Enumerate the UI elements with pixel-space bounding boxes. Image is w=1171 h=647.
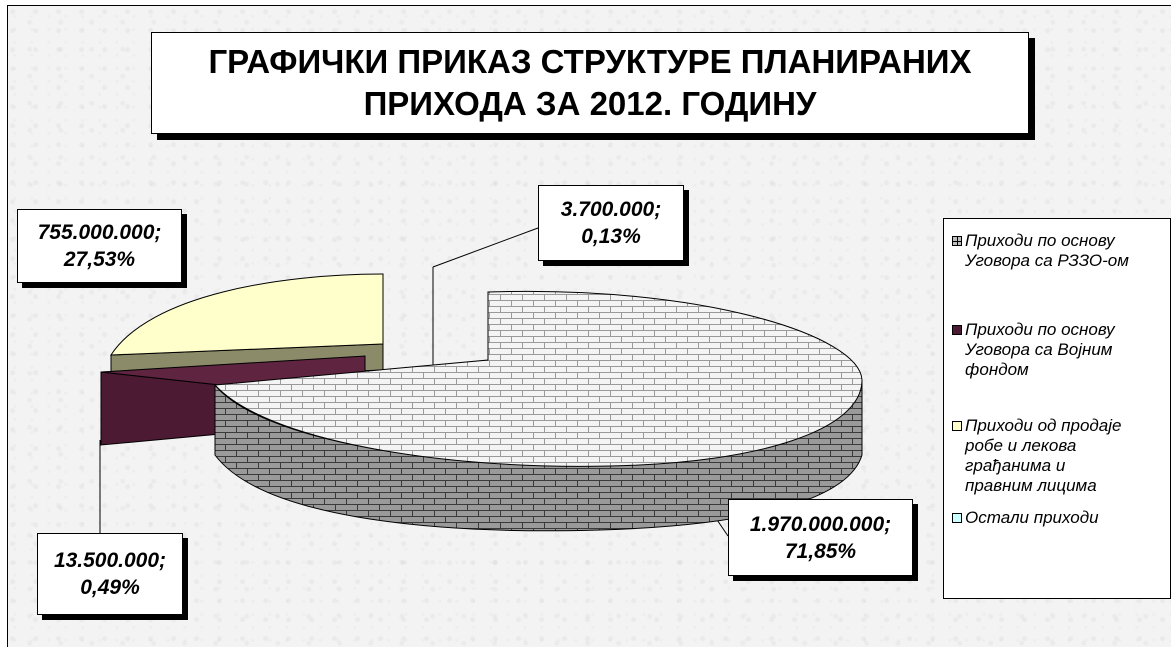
data-label-vojni-value: 13.500.000; <box>53 549 167 572</box>
data-label-rzzo: 1.970.000.000; 71,85% <box>728 499 913 576</box>
slice-rzzo <box>213 290 863 467</box>
data-label-prodaja-percent: 27,53% <box>63 248 136 271</box>
slice-prodaja <box>110 273 384 356</box>
legend-swatch-prodaja <box>952 421 962 431</box>
data-label-ostali-value: 3.700.000; <box>560 198 662 221</box>
data-label-prodaja: 755.000.000; 27,53% <box>17 209 182 283</box>
legend-label-prodaja: Приходи од продаје робе и лекова грађани… <box>965 416 1122 495</box>
leader-line-ostali-2 <box>432 227 539 268</box>
data-label-vojni-percent: 0,49% <box>80 576 140 599</box>
legend-item-ostali: Остали приходи <box>952 508 1171 568</box>
legend-item-prodaja: Приходи од продаје робе и лекова грађани… <box>952 416 1171 495</box>
legend-label-ostali: Остали приходи <box>965 508 1099 527</box>
legend-item-rzzo: Приходи по основу Уговора са РЗЗО-ом <box>952 231 1171 291</box>
legend-swatch-ostali <box>952 513 962 523</box>
chart-title-line-1: ГРАФИЧКИ ПРИКАЗ СТРУКТУРЕ ПЛАНИРАНИХ <box>208 43 972 80</box>
chart-title: ГРАФИЧКИ ПРИКАЗ СТРУКТУРЕ ПЛАНИРАНИХ ПРИ… <box>151 32 1029 134</box>
data-label-ostali-percent: 0,13% <box>581 225 641 248</box>
legend-label-rzzo: Приходи по основу Уговора са РЗЗО-ом <box>965 231 1129 270</box>
data-label-ostali: 3.700.000; 0,13% <box>538 185 684 261</box>
legend-item-vojni: Приходи по основу Уговора са Војним фонд… <box>952 320 1171 380</box>
chart-title-line-2: ПРИХОДА ЗА 2012. ГОДИНУ <box>363 85 817 122</box>
data-label-vojni: 13.500.000; 0,49% <box>37 533 183 615</box>
data-label-prodaja-value: 755.000.000; <box>37 221 162 244</box>
legend-swatch-rzzo <box>952 236 962 246</box>
chart-legend: Приходи по основу Уговора са РЗЗО-ом При… <box>943 218 1171 599</box>
data-label-rzzo-percent: 71,85% <box>784 539 857 563</box>
legend-swatch-vojni <box>952 325 962 335</box>
legend-label-vojni: Приходи по основу Уговора са Војним фонд… <box>965 320 1115 379</box>
data-label-rzzo-value: 1.970.000.000; <box>749 512 892 536</box>
